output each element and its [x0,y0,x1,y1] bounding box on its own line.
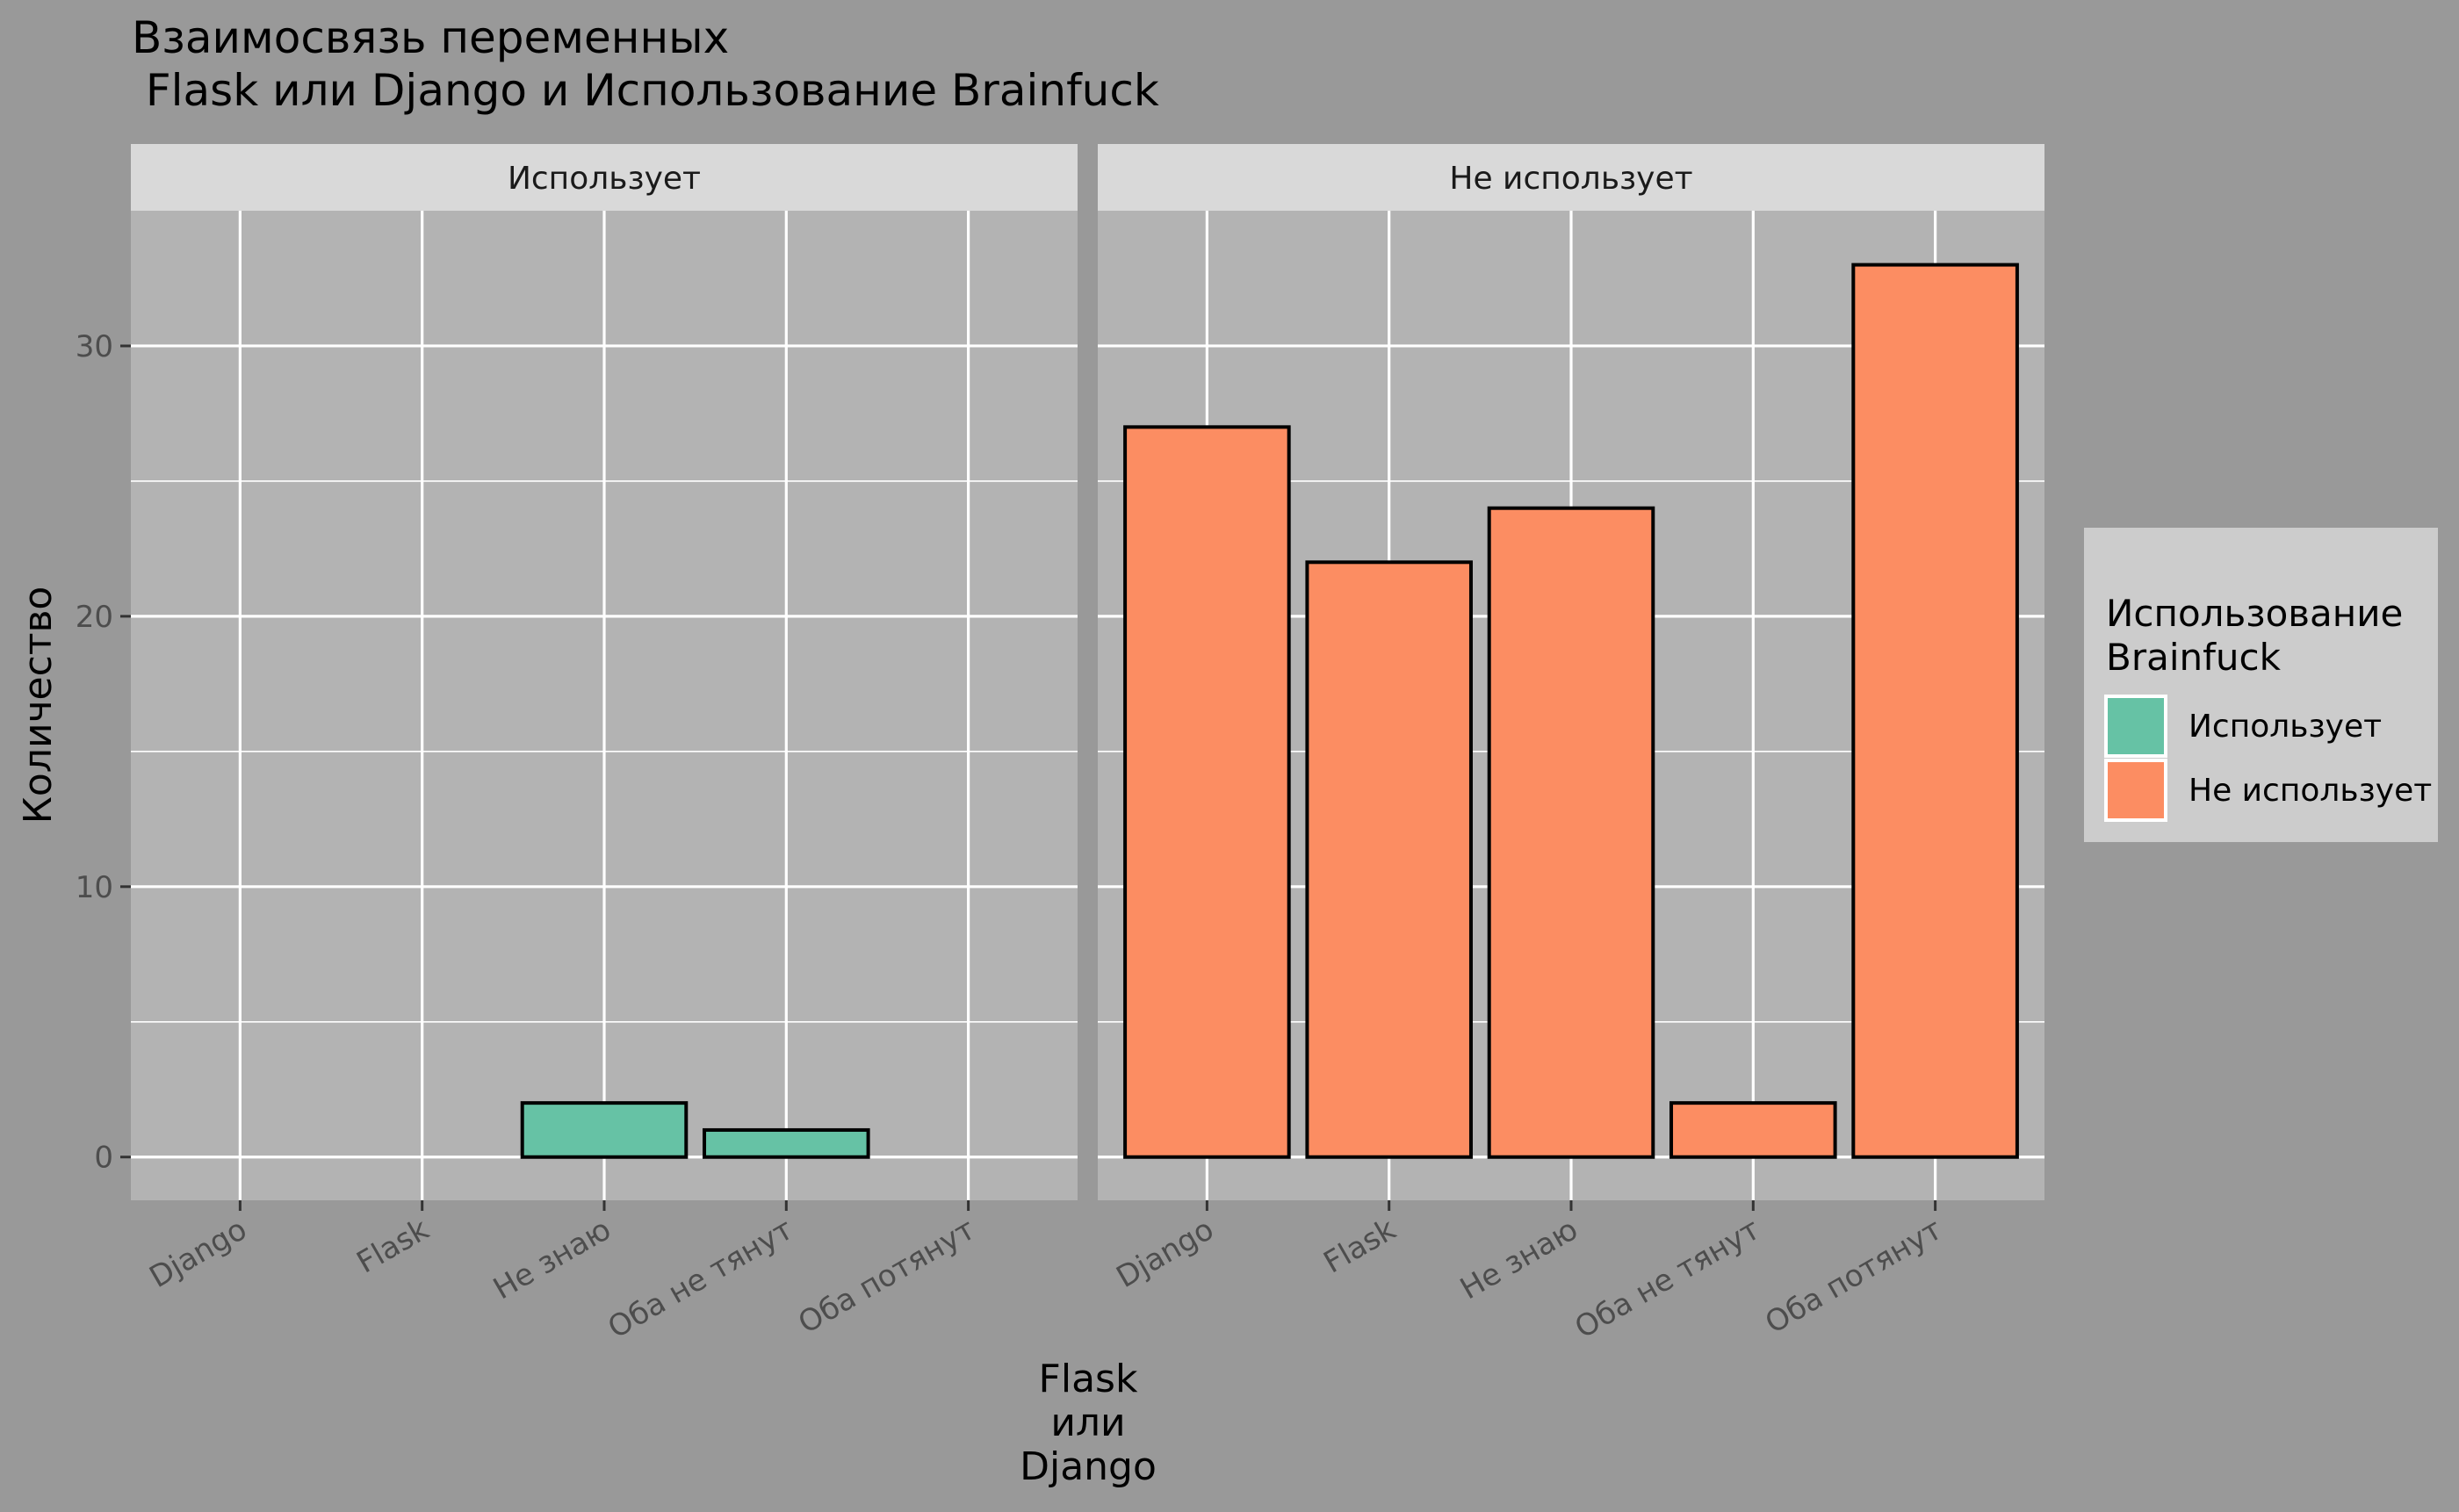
x-tick-label: Django [144,1212,253,1295]
x-tick-label: Оба потянут [792,1212,981,1341]
y-tick-label: 20 [76,600,113,635]
bar-not-uses [1305,560,1473,1159]
bar-uses [520,1101,689,1159]
bar-uses [703,1127,870,1159]
bar-not-uses [1851,263,2019,1159]
chart-title: Взаимосвязь переменных Flask или Django … [132,12,1159,116]
x-tick-label: Django [1111,1212,1220,1295]
y-axis-label: Количество [16,587,61,824]
legend-key [2104,695,2167,758]
x-tick-label: Не знаю [487,1212,617,1307]
legend-title: Использование Brainfuck [2106,592,2403,679]
legend-label: Использует [2189,709,2382,745]
bar-not-uses [1487,506,1655,1159]
facet-strip-label: Использует [508,161,701,197]
x-tick-label: Оба потянут [1759,1212,1948,1341]
y-tick-label: 0 [94,1141,113,1176]
x-tick-label: Flask [351,1212,436,1280]
y-tick-label: 30 [76,329,113,364]
y-tick-label: 10 [76,870,113,905]
bar-not-uses [1123,425,1291,1159]
x-tick-label: Не знаю [1454,1212,1583,1307]
x-tick-label: Оба не тянут [602,1212,799,1346]
legend-key [2104,759,2167,822]
facet-strip-label: Не использует [1449,161,1692,197]
x-tick-label: Оба не тянут [1569,1212,1766,1346]
legend-label: Не использует [2189,773,2432,809]
facet-strip [131,144,1078,211]
x-axis-label: Flask или Django [1020,1357,1157,1489]
facet-strip [1098,144,2044,211]
bar-not-uses [1669,1101,1837,1159]
x-tick-label: Flask [1318,1212,1403,1280]
